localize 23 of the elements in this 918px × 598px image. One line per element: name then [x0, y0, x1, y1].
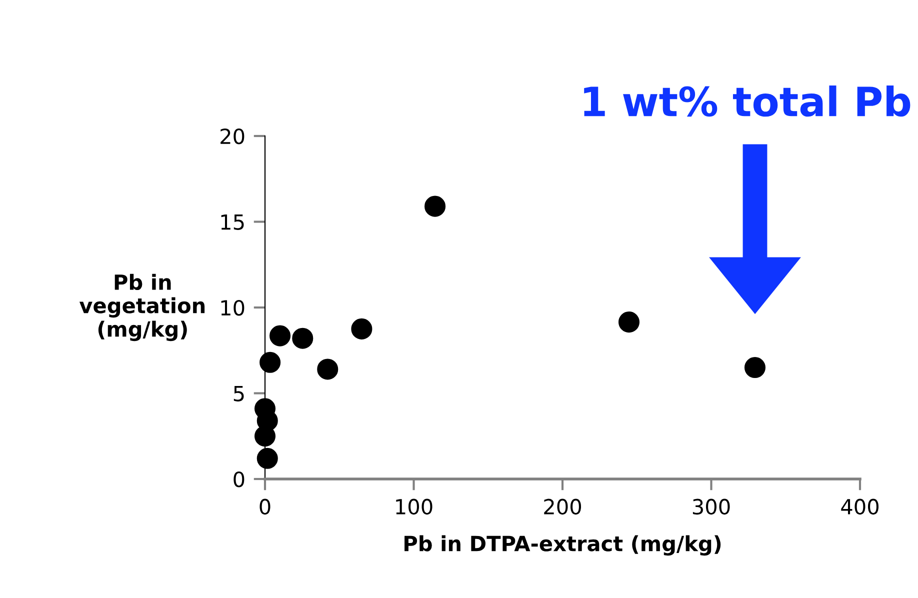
point [254, 426, 276, 447]
point [618, 312, 640, 333]
y-axis-title: Pb in vegetation (mg/kg) [79, 274, 205, 342]
y-tick-label: 15 [221, 214, 244, 230]
x-tick-label: 0 [260, 498, 270, 515]
point [744, 357, 766, 378]
point [424, 196, 446, 217]
point [292, 328, 314, 349]
x-axis-title: Pb in DTPA-extract (mg/kg) [404, 535, 721, 556]
point [351, 318, 372, 340]
x-tick-label: 400 [841, 498, 878, 515]
y-tick-label: 0 [234, 471, 244, 488]
point [317, 358, 338, 380]
point [270, 325, 291, 346]
text: 1 wt% total Pb [584, 86, 910, 117]
x-tick-label: 100 [396, 498, 432, 515]
y-tick-label: 20 [220, 128, 244, 144]
point [256, 448, 278, 469]
y-tick-label: 10 [221, 300, 244, 316]
x-tick-label: 200 [544, 498, 581, 515]
x-tick-label: 300 [692, 498, 730, 515]
y-tick-label: 5 [234, 386, 244, 402]
point [260, 352, 281, 373]
